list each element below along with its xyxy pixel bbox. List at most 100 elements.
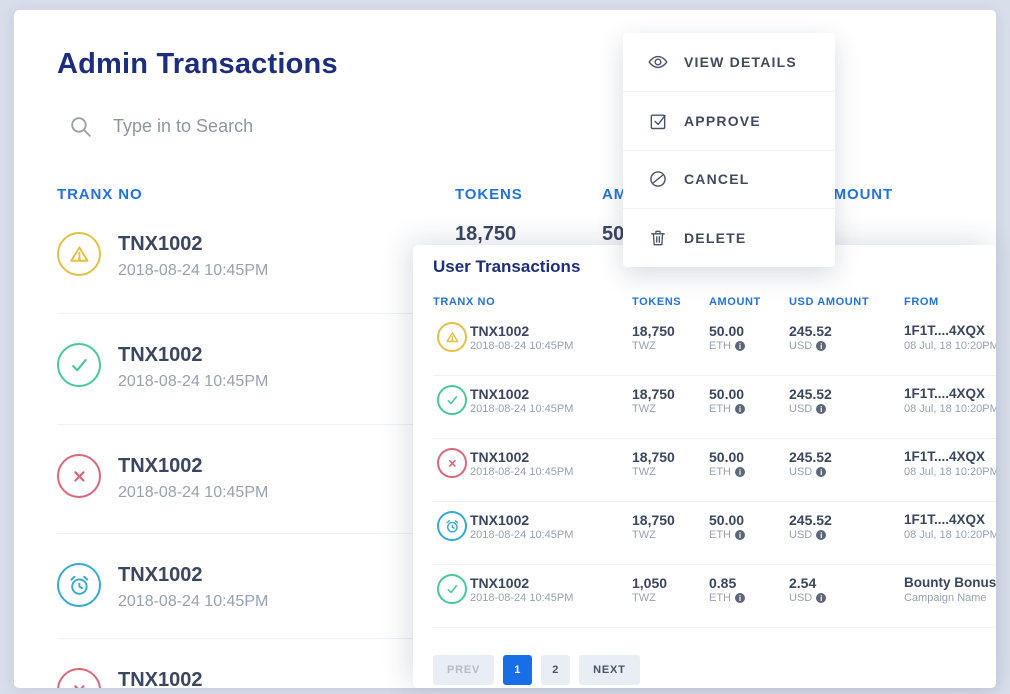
row-divider <box>433 438 996 439</box>
info-icon[interactable]: i <box>735 404 745 414</box>
info-icon[interactable]: i <box>816 341 827 351</box>
success-status-icon <box>437 385 467 415</box>
tokens-value: 1,050 <box>632 575 668 591</box>
usd-value: 245.52 <box>789 323 832 339</box>
from-address: 1F1T....4XQX <box>904 386 986 401</box>
tranx-no: TNX1002 <box>118 344 203 366</box>
tranx-no: TNX1002 <box>470 386 530 402</box>
menu-item-approve[interactable]: APPROVE <box>623 92 835 151</box>
usd-value: 245.52 <box>789 512 832 528</box>
menu-item-delete[interactable]: DELETE <box>623 209 835 267</box>
warning-status-icon <box>57 232 101 276</box>
tranx-datetime: 2018-08-24 10:45PM <box>118 262 269 279</box>
search-input[interactable] <box>113 116 413 137</box>
tranx-datetime: 2018-08-24 10:45PM <box>118 484 269 501</box>
error-status-icon <box>57 454 101 498</box>
from-datetime: 08 Jul, 18 10:20PM <box>904 403 996 415</box>
tokens-value: 18,750 <box>632 323 675 339</box>
row-divider <box>433 375 996 376</box>
tranx-no: TNX1002 <box>118 564 203 586</box>
info-icon[interactable]: i <box>816 467 827 477</box>
page-button-1[interactable]: 1 <box>503 655 533 685</box>
tranx-no: TNX1002 <box>470 449 530 465</box>
error-status-icon <box>437 448 467 478</box>
usd-unit: USD i <box>789 403 827 415</box>
amount-unit: ETH i <box>709 529 745 541</box>
info-icon[interactable]: i <box>816 530 827 540</box>
menu-item-label: DELETE <box>684 230 747 247</box>
usd-value: 245.52 <box>789 386 832 402</box>
tokens-unit: TWZ <box>632 403 656 415</box>
tokens-unit: TWZ <box>632 340 656 352</box>
tranx-no: TNX1002 <box>118 455 203 477</box>
tranx-datetime: 2018-08-24 10:45PM <box>118 593 269 610</box>
tranx-datetime: 2018-08-24 10:45PM <box>470 340 574 352</box>
from-address: 1F1T....4XQX <box>904 512 986 527</box>
tokens-value: 18,750 <box>632 386 675 402</box>
trash-icon <box>651 230 665 246</box>
amount-unit: ETH i <box>709 403 745 415</box>
row-divider <box>433 501 996 502</box>
prev-page-button[interactable]: PREV <box>433 655 495 685</box>
tokens-value: 18,750 <box>455 223 517 245</box>
row-actions-menu: VIEW DETAILS APPROVE CANCEL DELETE <box>623 33 835 267</box>
usd-value: 245.52 <box>789 449 832 465</box>
tranx-datetime: 2018-08-24 10:45PM <box>470 529 574 541</box>
tranx-datetime: 2018-08-24 10:45PM <box>470 592 574 604</box>
tranx-datetime: 2018-08-24 10:45PM <box>470 466 574 478</box>
amount-value: 0.85 <box>709 575 737 591</box>
tranx-no: TNX1002 <box>118 669 203 688</box>
info-icon[interactable]: i <box>735 467 745 477</box>
tokens-value: 18,750 <box>632 449 675 465</box>
panel-title: User Transactions <box>433 257 581 276</box>
page-button-2[interactable]: 2 <box>541 655 571 685</box>
from-address: 1F1T....4XQX <box>904 323 986 338</box>
warning-status-icon <box>437 322 467 352</box>
menu-item-label: CANCEL <box>684 171 750 188</box>
tranx-datetime: 2018-08-24 10:45PM <box>118 373 269 390</box>
pagination: PREV 1 2 NEXT <box>433 655 640 685</box>
menu-item-cancel[interactable]: CANCEL <box>623 151 835 210</box>
menu-item-view-details[interactable]: VIEW DETAILS <box>623 33 835 92</box>
user-col-amount: AMOUNT <box>709 296 761 308</box>
amount-unit: ETH i <box>709 592 745 604</box>
pending-clock-icon <box>57 563 101 607</box>
tokens-value: 18,750 <box>632 512 675 528</box>
menu-item-label: VIEW DETAILS <box>684 53 797 70</box>
info-icon[interactable]: i <box>735 341 745 351</box>
success-status-icon <box>437 574 467 604</box>
from-datetime: 08 Jul, 18 10:20PM <box>904 340 996 352</box>
amount-value: 50.00 <box>709 323 745 339</box>
info-icon[interactable]: i <box>735 530 745 540</box>
tranx-datetime: 2018-08-24 10:45PM <box>470 403 574 415</box>
user-col-tranx-no: TRANX NO <box>433 296 496 308</box>
user-col-usd-amount: USD AMOUNT <box>789 296 870 308</box>
tranx-no: TNX1002 <box>470 323 530 339</box>
cancel-icon <box>650 171 666 188</box>
info-icon[interactable]: i <box>735 593 745 603</box>
info-icon[interactable]: i <box>816 593 827 603</box>
tokens-unit: TWZ <box>632 592 656 604</box>
from-source: Bounty Bonus <box>904 575 996 590</box>
amount-unit: ETH i <box>709 466 745 478</box>
user-transactions-panel: User Transactions TRANX NO TOKENS AMOUNT… <box>413 245 996 688</box>
amount-value: 50.00 <box>709 512 745 528</box>
eye-icon <box>648 55 668 69</box>
user-col-from: FROM <box>904 296 939 308</box>
tokens-unit: TWZ <box>632 529 656 541</box>
info-icon[interactable]: i <box>816 404 827 414</box>
pending-clock-icon <box>437 511 467 541</box>
user-col-tokens: TOKENS <box>632 296 682 308</box>
admin-col-tranx-no: TRANX NO <box>57 186 143 203</box>
usd-unit: USD i <box>789 592 827 604</box>
amount-value: 50.00 <box>709 449 745 465</box>
success-status-icon <box>57 343 101 387</box>
menu-item-label: APPROVE <box>684 112 761 129</box>
from-address: 1F1T....4XQX <box>904 449 986 464</box>
tranx-no: TNX1002 <box>118 233 203 255</box>
next-page-button[interactable]: NEXT <box>579 655 640 685</box>
amount-unit: ETH i <box>709 340 745 352</box>
error-status-icon <box>57 668 101 688</box>
usd-value: 2.54 <box>789 575 817 591</box>
